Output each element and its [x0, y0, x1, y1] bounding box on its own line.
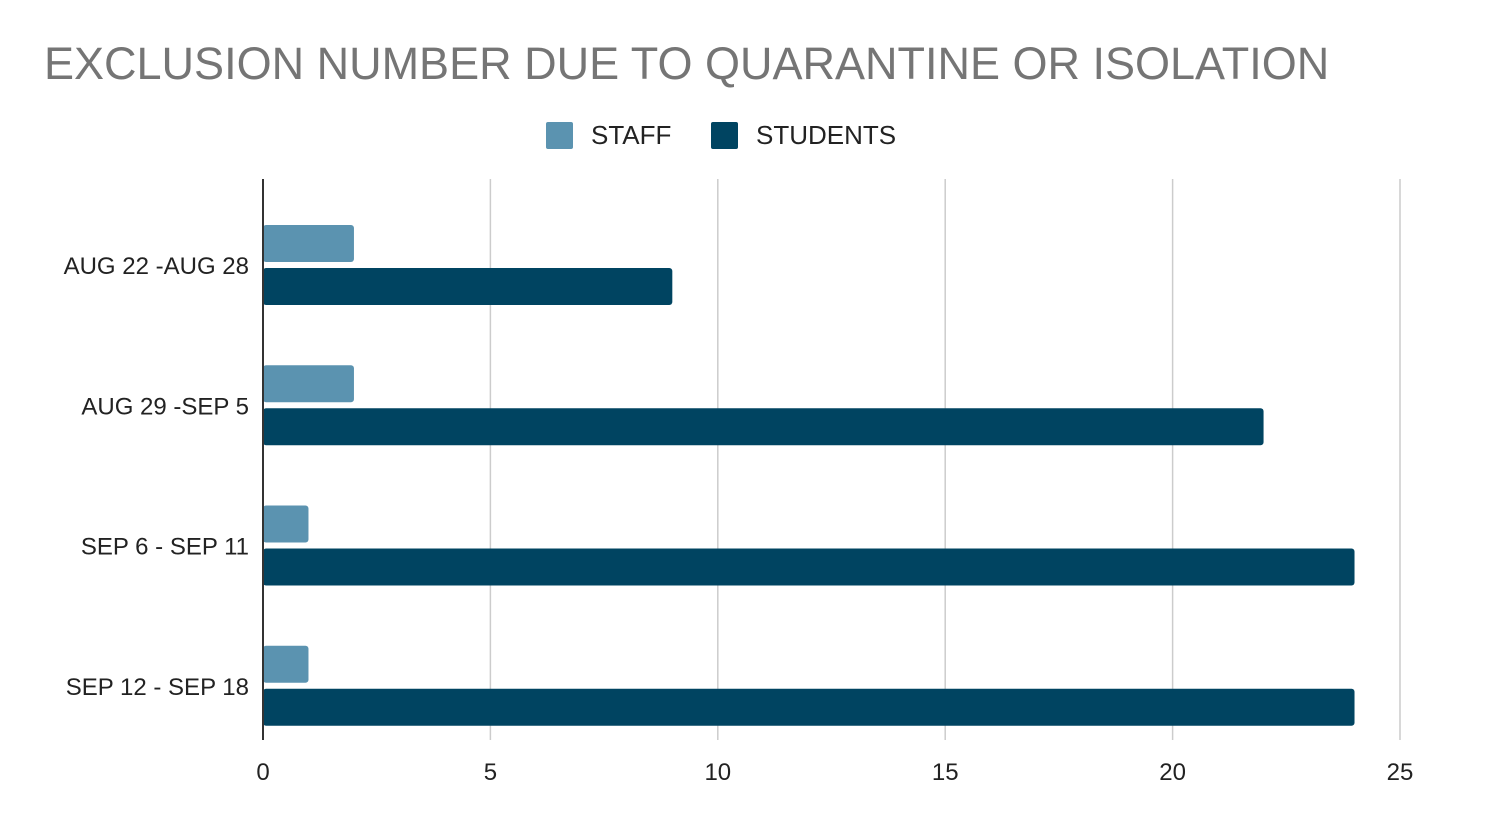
- bar-staff-0: [263, 225, 354, 262]
- x-tick-label-25: 25: [1387, 759, 1414, 786]
- bar-staff-3: [263, 645, 309, 683]
- legend-item-staff: STAFF: [546, 119, 671, 151]
- x-tick-label-0: 0: [256, 759, 269, 786]
- category-label-2: SEP 6 - SEP 11: [81, 534, 249, 561]
- bar-students-2: [263, 548, 1355, 586]
- x-tick-label-10: 10: [704, 759, 731, 786]
- x-tick-label-20: 20: [1159, 759, 1186, 786]
- bar-students-0: [263, 268, 673, 305]
- legend-label-students: STUDENTS: [756, 119, 897, 150]
- category-label-0: AUG 22 -AUG 28: [64, 253, 249, 280]
- category-label-3: SEP 12 - SEP 18: [66, 674, 249, 701]
- legend-swatch-students: [711, 121, 738, 149]
- legend-item-students: STUDENTS: [711, 119, 896, 151]
- bar-students-1: [263, 408, 1264, 446]
- x-tick-label-5: 5: [484, 759, 497, 786]
- bar-staff-1: [263, 365, 354, 403]
- x-tick-label-15: 15: [932, 759, 959, 786]
- chart-title: EXCLUSION NUMBER DUE TO QUARANTINE OR IS…: [44, 38, 1330, 89]
- legend: STAFF STUDENTS: [0, 119, 1488, 151]
- legend-label-staff: STAFF: [591, 119, 672, 150]
- legend-swatch-staff: [546, 121, 573, 149]
- category-label-1: AUG 29 -SEP 5: [81, 393, 249, 420]
- bar-staff-2: [263, 505, 309, 543]
- bar-students-3: [263, 688, 1355, 726]
